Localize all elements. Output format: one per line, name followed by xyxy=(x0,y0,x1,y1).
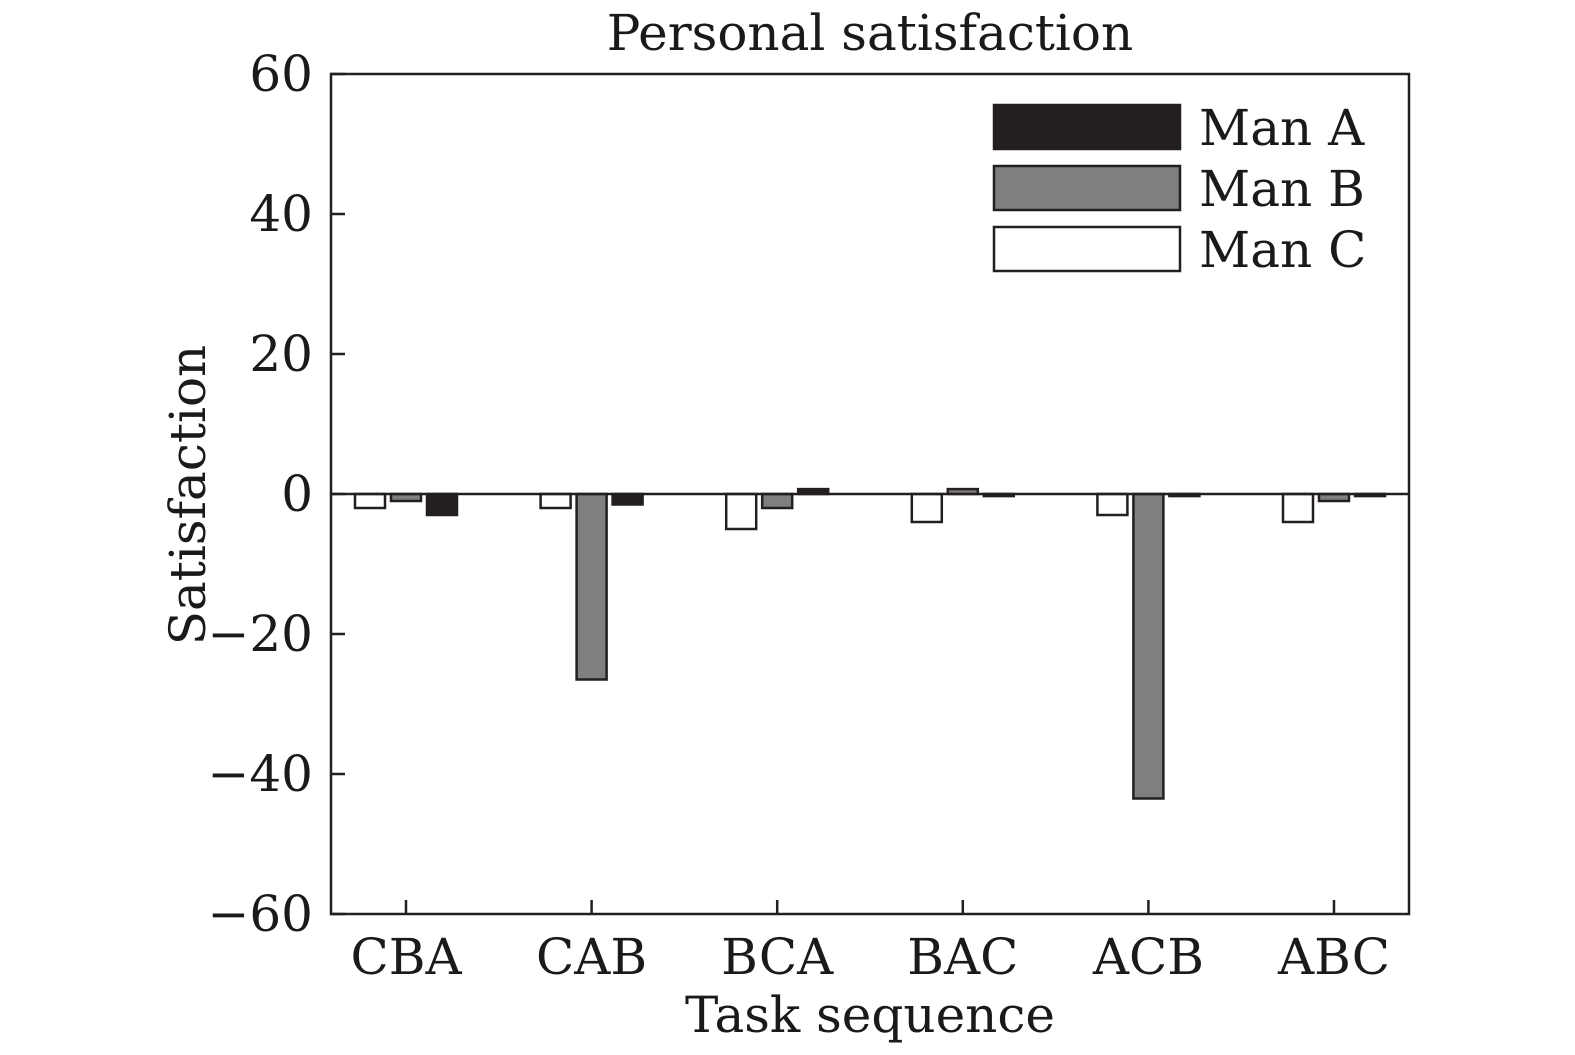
legend-swatch-man-a xyxy=(992,103,1182,151)
bar-man-c-cab xyxy=(539,492,572,510)
bar-man-a-cab xyxy=(611,492,644,506)
x-tick-label: ACB xyxy=(1092,928,1204,986)
chart-title: Personal satisfaction xyxy=(607,4,1133,62)
bar-man-b-cab xyxy=(575,492,608,681)
legend-label-man-b: Man B xyxy=(1199,160,1365,218)
x-tick-label: BAC xyxy=(907,928,1018,986)
legend-label-man-c: Man C xyxy=(1199,221,1366,279)
y-tick-label: 60 xyxy=(249,45,313,103)
x-axis-label: Task sequence xyxy=(685,986,1055,1044)
y-tick-label: 0 xyxy=(281,465,313,523)
bar-man-c-bac xyxy=(910,492,944,524)
x-tick-label: CAB xyxy=(536,928,647,986)
x-tick-label: CBA xyxy=(350,928,462,986)
legend-swatch-man-c xyxy=(992,225,1182,273)
legend-label-man-a: Man A xyxy=(1199,99,1365,157)
y-tick-label: −60 xyxy=(207,885,313,943)
bar-man-b-bca xyxy=(760,492,794,510)
bar-man-c-acb xyxy=(1096,492,1129,517)
x-tick-label: BCA xyxy=(721,928,834,986)
y-tick-label: 40 xyxy=(249,185,313,243)
y-axis-label: Satisfaction xyxy=(159,345,217,646)
x-tick-label: ABC xyxy=(1277,928,1390,986)
y-tick-label: −40 xyxy=(207,745,313,803)
bar-man-a-cba xyxy=(425,492,459,517)
plot-area: 60 40 20 0 −20 −40 −60 CBA CAB BCA BAC ACB ABC xyxy=(207,45,1411,986)
bar-man-c-cba xyxy=(353,492,387,510)
bar-man-b-acb xyxy=(1132,492,1165,800)
bar-man-c-abc xyxy=(1281,492,1315,524)
bar-man-c-bca xyxy=(724,492,758,531)
y-tick-label: −20 xyxy=(207,605,313,663)
legend-swatch-man-b xyxy=(992,164,1182,212)
y-tick-label: 20 xyxy=(249,325,313,383)
